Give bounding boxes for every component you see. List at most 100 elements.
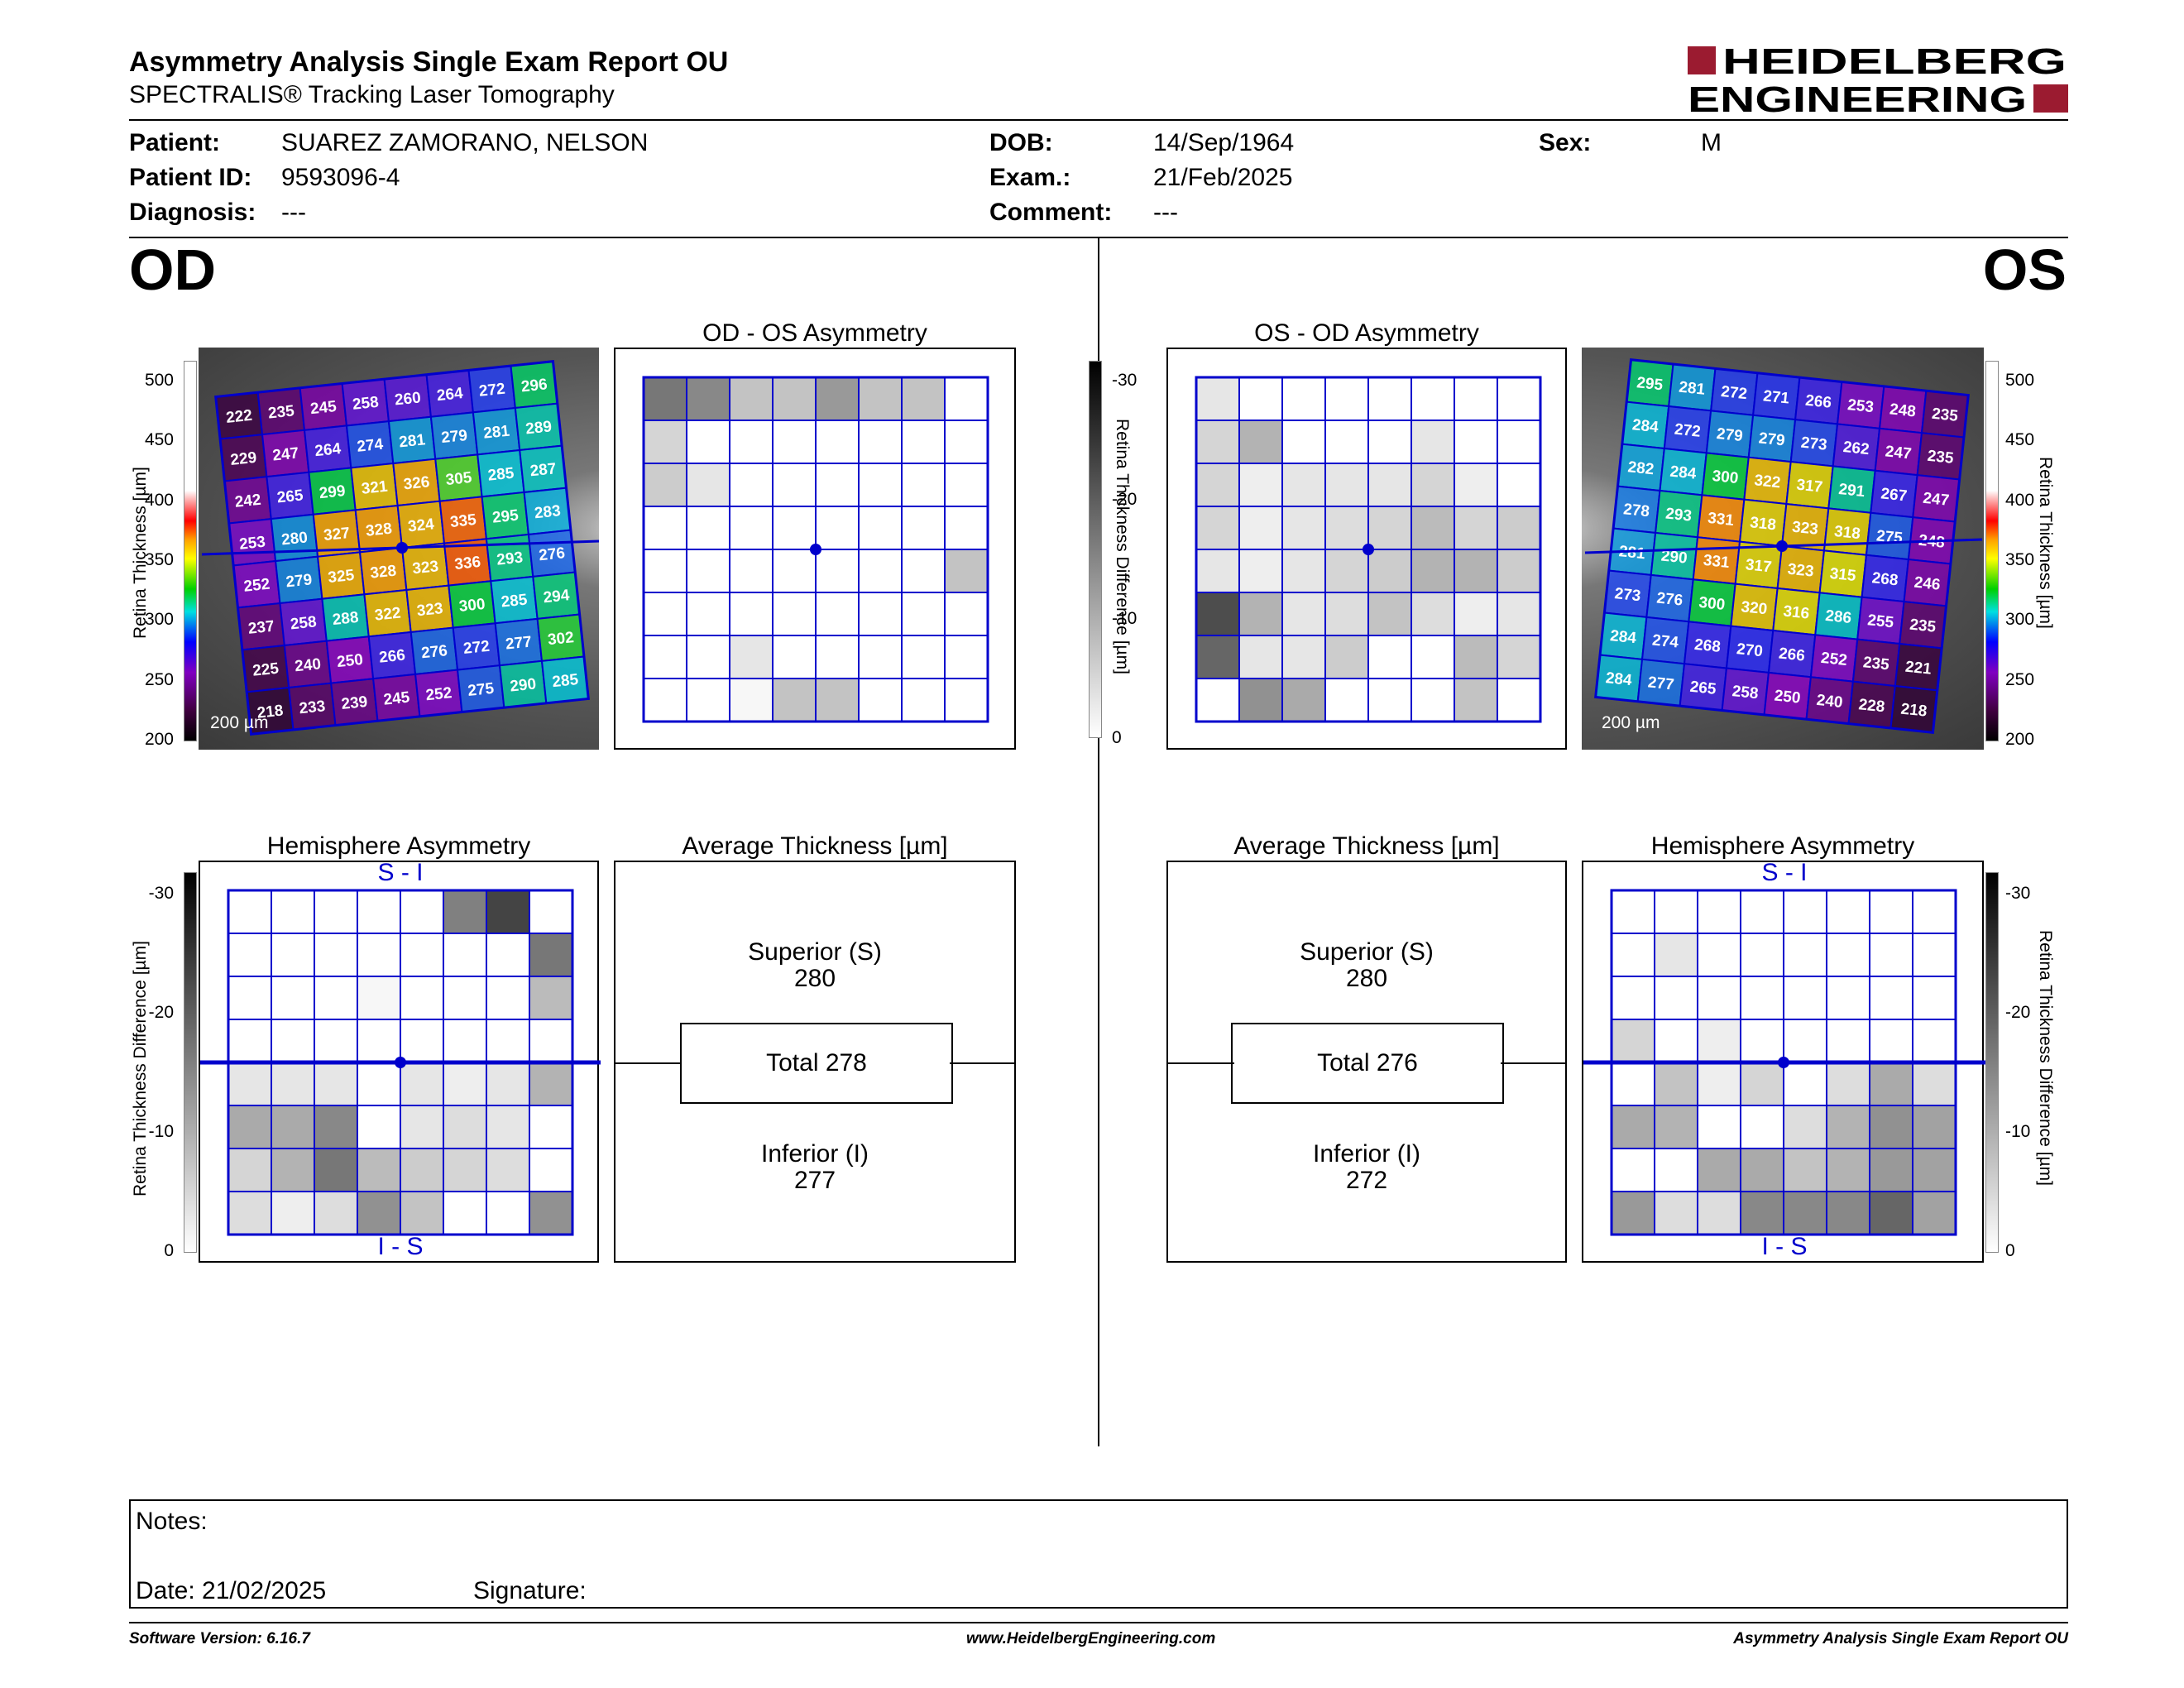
website-link[interactable]: www.HeidelbergEngineering.com <box>966 1630 1216 1647</box>
grid-cell <box>1454 376 1498 421</box>
grid-cell <box>643 420 687 464</box>
grid-cell <box>686 592 730 636</box>
logo-text-line1: HEIDELBERG <box>1722 45 2067 82</box>
thickness-grid-border <box>214 360 590 736</box>
thickness-value: 286 <box>1824 607 1852 627</box>
od-inferior-value: 277 <box>793 1167 836 1194</box>
grid-cell <box>228 1148 272 1192</box>
thickness-value: 322 <box>1754 472 1782 492</box>
od-superior-label: Superior (S) <box>748 938 882 966</box>
grid-cell <box>400 1148 444 1192</box>
thickness-value: 323 <box>1791 519 1819 539</box>
grid-cell <box>1497 678 1541 722</box>
thickness-value: 221 <box>1904 659 1933 679</box>
thickness-value: 245 <box>309 398 338 418</box>
grid-cell <box>1497 549 1541 593</box>
exam-label: Exam.: <box>989 164 1071 191</box>
notes-box[interactable]: Notes: Date: 21/02/2025 Signature: <box>129 1499 2068 1609</box>
grid-cell <box>314 890 358 934</box>
grid-cell <box>400 933 444 977</box>
axis-tick-label: 450 <box>2005 430 2035 450</box>
thickness-value: 279 <box>285 571 314 591</box>
od-asymmetry-panel <box>614 348 1016 750</box>
os-superior-label: Superior (S) <box>1300 938 1434 966</box>
fovea-center-marker <box>395 1057 406 1068</box>
grid-cell <box>1826 1191 1870 1235</box>
thickness-value: 294 <box>543 587 571 607</box>
grid-cell <box>1454 506 1498 550</box>
grid-cell <box>1324 592 1369 636</box>
grid-cell <box>772 635 817 679</box>
grid-cell <box>1826 1148 1870 1192</box>
thickness-value: 291 <box>1837 481 1866 501</box>
grid-cell <box>443 1019 487 1063</box>
grid-cell <box>357 1148 401 1192</box>
thickness-value: 331 <box>1703 552 1731 572</box>
thickness-value: 293 <box>1664 506 1693 525</box>
os-hemi-top-label: S - I <box>1761 859 1808 886</box>
grid-cell <box>815 506 860 550</box>
od-thickness-colorbar <box>184 361 197 741</box>
grid-cell <box>1654 890 1698 934</box>
grid-cell <box>1281 376 1326 421</box>
grid-cell <box>944 678 989 722</box>
grid-cell <box>529 890 573 934</box>
grid-cell <box>944 549 989 593</box>
grid-cell <box>729 549 774 593</box>
thickness-value: 323 <box>411 558 439 578</box>
od-hemi-top-label: S - I <box>377 859 424 886</box>
os-average-panel: Superior (S) 280 Total 276 Inferior (I) … <box>1166 861 1567 1263</box>
axis-tick-label: -10 <box>148 1122 174 1141</box>
thickness-value: 247 <box>1885 443 1913 463</box>
grid-cell <box>1697 1148 1741 1192</box>
thickness-value: 277 <box>505 633 533 653</box>
grid-cell <box>1783 890 1827 934</box>
grid-cell <box>357 1019 401 1063</box>
grid-cell <box>357 1191 401 1235</box>
grid-cell <box>858 678 903 722</box>
grid-cell <box>1740 1105 1784 1149</box>
grid-cell <box>1869 933 1913 977</box>
grid-cell <box>815 549 860 593</box>
od-hemisphere-panel: S - I I - S <box>199 859 601 1263</box>
patient-label: Patient: <box>129 129 221 156</box>
thickness-value: 328 <box>369 563 397 583</box>
thickness-grid: 222 235 245 258 260 264 272 296 229 247 264 274 281 2… <box>214 360 590 736</box>
grid-cell <box>1410 592 1455 636</box>
thickness-value: 326 <box>403 473 431 493</box>
grid-cell <box>271 1019 315 1063</box>
grid-cell <box>858 592 903 636</box>
grid-cell <box>529 976 573 1020</box>
thickness-value: 327 <box>323 525 351 544</box>
thickness-value: 287 <box>529 460 558 480</box>
logo-text-line2: ENGINEERING <box>1688 79 2027 114</box>
grid-cell <box>1783 1019 1827 1063</box>
thickness-value: 222 <box>225 407 253 427</box>
thickness-value: 247 <box>271 444 299 464</box>
thickness-value: 284 <box>1669 463 1698 483</box>
grid-cell <box>1367 506 1412 550</box>
thickness-value: 255 <box>1866 611 1894 631</box>
thickness-value: 276 <box>1656 589 1684 609</box>
grid-cell <box>858 463 903 507</box>
grid-cell <box>772 506 817 550</box>
os-eye-label: OS <box>1982 237 2067 302</box>
grid-cell <box>443 1191 487 1235</box>
grid-cell <box>944 420 989 464</box>
grid-cell <box>1783 933 1827 977</box>
grid-cell <box>643 506 687 550</box>
od-thickness-map: 222 235 245 258 260 264 272 296 229 247 264 274 281 2… <box>201 360 599 736</box>
thickness-value: 284 <box>1609 627 1637 647</box>
grid-cell <box>729 592 774 636</box>
thickness-value: 266 <box>1804 392 1832 412</box>
grid-cell <box>1697 890 1741 934</box>
grid-cell <box>1826 976 1870 1020</box>
thickness-value: 336 <box>453 554 481 573</box>
grid-cell <box>1912 1148 1956 1192</box>
grid-cell <box>1783 1062 1827 1106</box>
grid-cell <box>901 376 946 421</box>
thickness-value: 290 <box>509 675 537 695</box>
thickness-value: 235 <box>267 402 295 422</box>
grid-cell <box>1410 549 1455 593</box>
os-fundus-image: 295 281 272 271 266 253 248 235 284 272 279 279 273 2… <box>1582 348 1984 750</box>
